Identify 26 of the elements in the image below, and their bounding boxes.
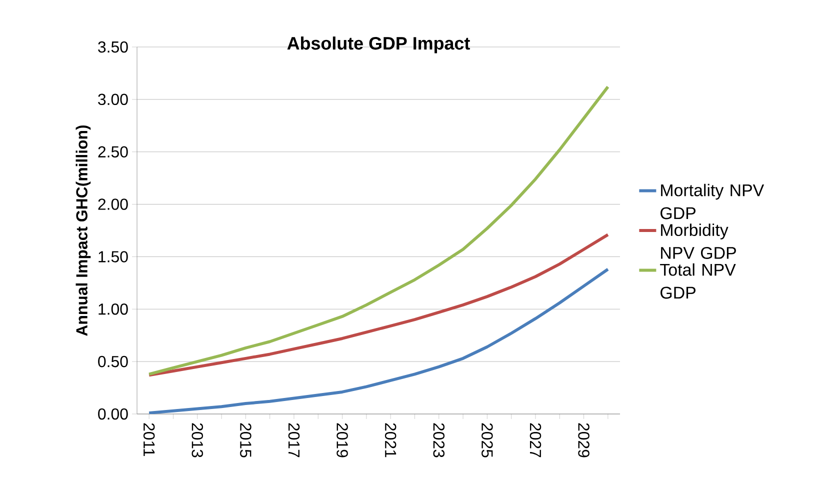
x-tick-label: 2021	[384, 423, 396, 458]
y-tick-label: 2.00	[98, 198, 128, 210]
x-tick-label: 2027	[530, 423, 542, 458]
x-tick-label: 2015	[240, 423, 252, 458]
line-series	[148, 85, 610, 376]
line-series	[148, 233, 610, 377]
x-tick-label: 2025	[482, 423, 493, 458]
legend-label: Mortality NPV GDP	[660, 184, 764, 220]
x-tick-label: 2013	[192, 423, 204, 458]
x-tick-label: 2019	[336, 423, 348, 458]
y-tick-label: 0.50	[98, 356, 128, 368]
legend-label: Total NPV GDP	[660, 263, 736, 299]
x-tick-label: 2029	[578, 423, 590, 458]
y-tick-label: 1.00	[98, 303, 128, 315]
x-tick-label: 2017	[288, 423, 300, 458]
y-tick-label: 2.50	[98, 146, 128, 158]
y-tick-label: 0.00	[98, 408, 128, 420]
x-tick-label: 2023	[433, 423, 445, 458]
y-tick-label: 3.50	[98, 41, 128, 53]
y-tick-label: 3.00	[98, 94, 128, 106]
line-series	[148, 268, 610, 414]
x-tick-label: 2011	[143, 423, 155, 456]
y-tick-label: 1.50	[98, 251, 128, 262]
legend-label: Morbidity NPV GDP	[661, 224, 736, 259]
chart-title: Absolute GDP Impact	[287, 36, 470, 54]
y-axis-title: Annual Impact GHC(million)	[76, 125, 91, 336]
